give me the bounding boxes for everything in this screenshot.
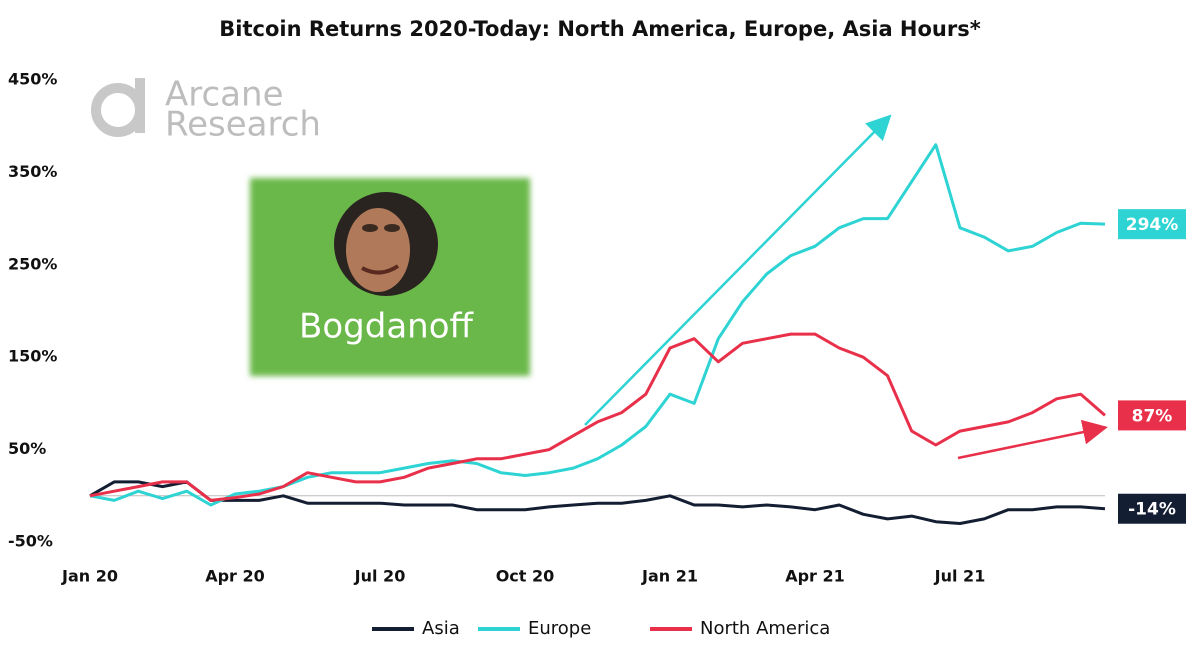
end-label-box bbox=[1118, 400, 1186, 431]
y-tick-label: 50% bbox=[8, 439, 46, 458]
end-label-box bbox=[1118, 493, 1186, 524]
x-tick-label: Jan 20 bbox=[61, 567, 118, 586]
y-tick-label: 450% bbox=[8, 70, 57, 89]
watermark: Arcane Research bbox=[91, 75, 321, 145]
x-tick-label: Apr 20 bbox=[205, 567, 265, 586]
face bbox=[346, 208, 410, 292]
series-line bbox=[89, 332, 1106, 502]
end-label-text: -14% bbox=[1128, 500, 1176, 520]
eye bbox=[362, 224, 378, 232]
x-tick-label: Apr 21 bbox=[785, 567, 845, 586]
image-caption: Bogdanoff bbox=[299, 307, 474, 347]
end-label: 294% bbox=[1118, 209, 1186, 240]
eye bbox=[384, 224, 400, 232]
end-label-text: 87% bbox=[1132, 406, 1173, 426]
x-tick-label: Jul 20 bbox=[354, 567, 406, 586]
y-tick-label: -50% bbox=[8, 532, 53, 551]
mouth bbox=[361, 264, 400, 275]
series-line bbox=[89, 480, 1106, 525]
series-line bbox=[89, 143, 1106, 507]
logo-ring bbox=[91, 83, 145, 137]
end-label-box bbox=[1118, 209, 1186, 240]
watermark-text: Arcane bbox=[165, 75, 284, 115]
trend-arrow bbox=[957, 419, 1108, 460]
end-label-text: 294% bbox=[1126, 215, 1179, 235]
y-tick-label: 250% bbox=[8, 254, 57, 273]
legend-label: North America bbox=[700, 618, 830, 639]
y-tick-label: 350% bbox=[8, 162, 57, 181]
logo-bar bbox=[135, 78, 145, 133]
end-label: -14% bbox=[1118, 493, 1186, 524]
x-tick-label: Jul 21 bbox=[934, 567, 986, 586]
x-tick-label: Jan 21 bbox=[641, 567, 698, 586]
trend-arrow bbox=[584, 114, 892, 426]
legend-label: Asia bbox=[422, 618, 460, 639]
watermark-text: Research bbox=[165, 105, 321, 145]
y-tick-label: 150% bbox=[8, 347, 57, 366]
inset-image: Bogdanoff bbox=[250, 178, 530, 376]
chart-title: Bitcoin Returns 2020-Today: North Americ… bbox=[219, 17, 980, 41]
legend-label: Europe bbox=[528, 618, 591, 639]
end-label: 87% bbox=[1118, 400, 1186, 431]
x-tick-label: Oct 20 bbox=[496, 567, 555, 586]
